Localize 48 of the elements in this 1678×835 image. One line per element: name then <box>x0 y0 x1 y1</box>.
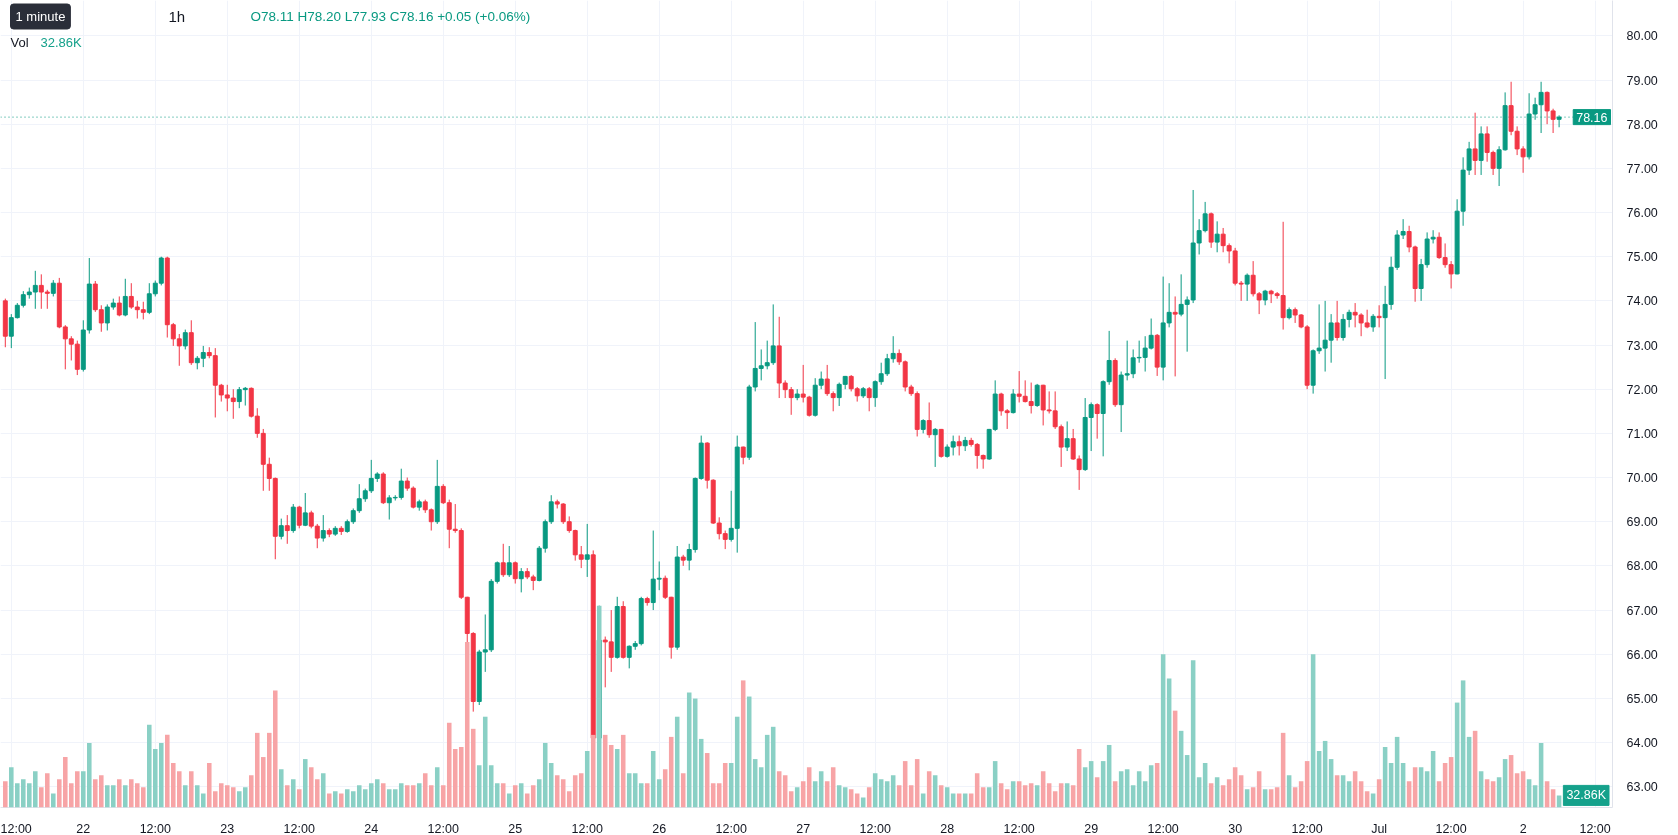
x-tick-label: Jul <box>1371 821 1388 835</box>
x-tick-label: 12:00 <box>1579 821 1611 835</box>
x-tick-label: 12:00 <box>283 821 315 835</box>
y-tick-label: 67.00 <box>1626 603 1658 618</box>
x-tick-label: 12:00 <box>0 821 32 835</box>
y-tick-label: 66.00 <box>1626 647 1658 662</box>
y-tick-label: 71.00 <box>1626 426 1658 441</box>
x-tick-label: 12:00 <box>571 821 603 835</box>
y-tick-label: 72.00 <box>1626 382 1658 397</box>
annotation: 1 minute <box>15 9 66 24</box>
annotation: 32.86K <box>40 35 83 50</box>
y-tick-label: 76.00 <box>1626 206 1658 221</box>
x-tick-label: 22 <box>76 821 91 835</box>
x-tick-label: 30 <box>1228 821 1243 835</box>
x-tick-label: 12:00 <box>1291 821 1323 835</box>
x-tick-label: 12:00 <box>1003 821 1035 835</box>
y-tick-label: 75.00 <box>1626 250 1658 265</box>
y-tick-label: 77.00 <box>1626 161 1658 176</box>
y-tick-label: 63.00 <box>1626 780 1658 795</box>
y-tick-label: 70.00 <box>1626 471 1658 486</box>
x-tick-label: 29 <box>1084 821 1099 835</box>
x-tick-label: 12:00 <box>427 821 459 835</box>
x-tick-label: 12:00 <box>1147 821 1179 835</box>
x-tick-label: 12:00 <box>1435 821 1467 835</box>
x-tick-label: 12:00 <box>139 821 171 835</box>
text: 1h <box>168 8 186 25</box>
y-tick-label: 73.00 <box>1626 338 1658 353</box>
x-tick-label: 12:00 <box>715 821 747 835</box>
y-tick-label: 80.00 <box>1626 29 1658 44</box>
x-tick-label: 26 <box>652 821 667 835</box>
y-tick-label: 64.00 <box>1626 736 1658 751</box>
x-tick-label: 25 <box>508 821 523 835</box>
annotation: 32.86K <box>1566 788 1607 803</box>
x-tick-label: 23 <box>220 821 235 835</box>
y-tick-label: 79.00 <box>1626 73 1658 88</box>
x-tick-label: 27 <box>796 821 811 835</box>
y-tick-label: 69.00 <box>1626 515 1658 530</box>
ref-line-label: 78.16 <box>1576 110 1608 125</box>
y-tick-label: 74.00 <box>1626 294 1658 309</box>
y-tick-label: 78.00 <box>1626 117 1658 132</box>
y-tick-label: 68.00 <box>1626 559 1658 574</box>
x-tick-label: 28 <box>940 821 955 835</box>
x-tick-label: 12:00 <box>859 821 891 835</box>
text: O78.11 H78.20 L77.93 C78.16 +0.05 (+0.06%) <box>250 9 531 24</box>
x-tick-label: 24 <box>364 821 379 835</box>
y-tick-label: 65.00 <box>1626 691 1658 706</box>
chart-title: Vol <box>10 35 29 50</box>
x-tick-label: 2 <box>1519 821 1527 835</box>
